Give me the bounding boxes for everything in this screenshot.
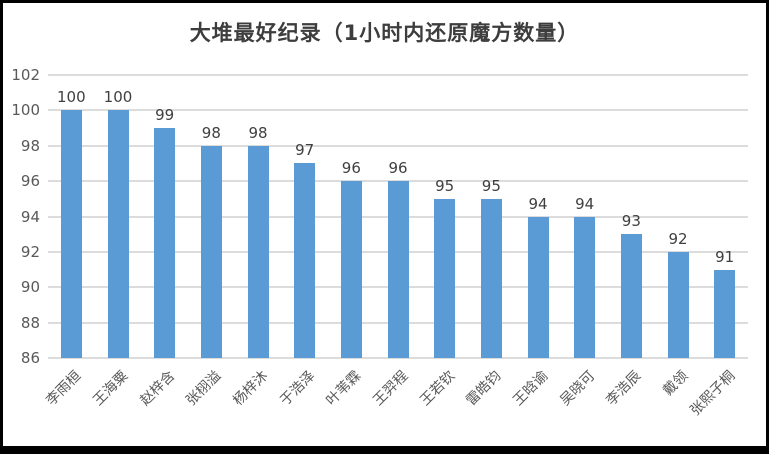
bar-杨梓沐 [247, 145, 269, 358]
bar-value-label: 94 [575, 194, 595, 213]
bar-value-label: 95 [435, 176, 455, 195]
bar-value-label: 97 [295, 141, 315, 160]
bar-王羿程 [387, 181, 409, 358]
bar-value-label: 100 [103, 88, 133, 107]
y-axis-tick-label: 96 [20, 172, 40, 191]
y-axis-tick-label: 88 [20, 313, 40, 332]
bar-value-label: 92 [668, 229, 688, 248]
bar-戴领 [667, 251, 689, 358]
bar-value-label: 91 [715, 247, 735, 266]
y-axis-tick-label: 86 [20, 349, 40, 367]
gridline [48, 144, 748, 147]
bar-value-label: 99 [155, 106, 175, 125]
chart-title: 大堆最好纪录（1小时内还原魔方数量） [189, 21, 580, 45]
bar-张栩溢 [200, 145, 222, 358]
y-axis-tick-label: 98 [20, 136, 40, 155]
bar-value-label: 98 [248, 123, 268, 142]
bar-王晗谕 [527, 216, 549, 358]
bar-value-label: 98 [201, 123, 221, 142]
bar-value-label: 94 [528, 194, 548, 213]
bar-value-label: 93 [621, 212, 641, 231]
bar-value-label: 100 [57, 88, 86, 107]
y-axis-tick-label: 102 [11, 66, 40, 84]
gridline [48, 357, 748, 359]
bar-李雨桓 [60, 110, 82, 358]
x-axis-category-label: 李雨桓 [43, 368, 85, 410]
bar-value-label: 95 [481, 176, 501, 195]
bar-value-label: 96 [341, 159, 361, 178]
bar-雷皓钧 [480, 198, 502, 358]
bar-赵梓含 [154, 128, 176, 358]
bar-叶苇霖 [340, 181, 362, 358]
y-axis-tick-label: 92 [20, 242, 40, 261]
bar-张熙子桐 [714, 269, 736, 358]
bar-吴晓可 [574, 216, 596, 358]
bar-王若钦 [434, 198, 456, 358]
plot-area: 86 88 90 92 94 96 98 100 102 100 李雨桓 100 王海粟 99 赵梓含 98 张… [11, 66, 748, 419]
y-axis-tick-label: 100 [11, 101, 40, 120]
bar-value-label: 96 [388, 159, 408, 178]
bar-于浩泽 [294, 163, 316, 358]
gridline [48, 74, 748, 76]
bar-李浩辰 [620, 234, 642, 358]
y-axis-tick-label: 94 [20, 207, 40, 226]
y-axis-tick-label: 90 [20, 278, 40, 297]
gridline [48, 109, 748, 112]
bar-王海粟 [107, 110, 129, 358]
